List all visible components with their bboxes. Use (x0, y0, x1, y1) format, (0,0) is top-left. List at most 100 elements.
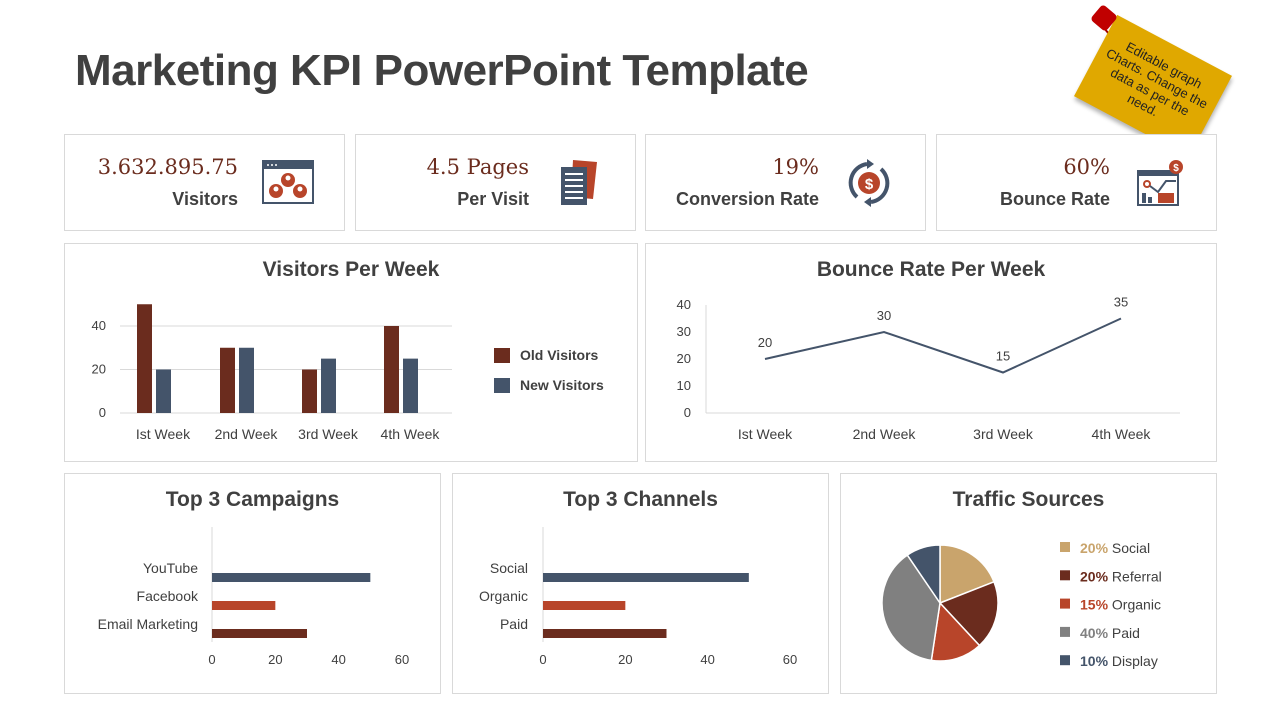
dollar-cycle-icon: $ (848, 159, 890, 207)
x-tick-label: Ist Week (136, 426, 191, 442)
pie-slice-display (906, 544, 941, 606)
x-tick-label: 4th Week (1092, 426, 1152, 442)
x-tick-label: 40 (700, 652, 714, 667)
y-tick-label: Email Marketing (98, 616, 198, 632)
kpi-label: Per Visit (457, 189, 529, 209)
legend-entry: 40% Paid (1080, 625, 1140, 641)
legend-label: Paid (1108, 625, 1140, 641)
bar-new-visitors (321, 358, 336, 413)
kpi-card-bounce: 60% Bounce Rate $ (936, 134, 1217, 231)
y-tick-label: Social (490, 560, 528, 576)
svg-text:$: $ (1173, 163, 1179, 174)
legend-label: Social (1108, 540, 1150, 556)
bar-new-visitors (156, 369, 171, 413)
y-tick-label: 0 (684, 405, 691, 420)
document-pages-icon (561, 160, 597, 205)
y-tick-label: Facebook (137, 588, 199, 604)
top-campaigns-panel: Top 3 Campaigns (64, 473, 441, 694)
x-tick-label: 20 (618, 652, 632, 667)
kpi-card-visitors: 3.632.895.75 Visitors (64, 134, 345, 231)
data-label: 35 (1114, 295, 1128, 310)
legend-entry: 20% Social (1080, 540, 1150, 556)
legend-swatch (1060, 655, 1070, 666)
legend-entry: 10% Display (1080, 653, 1158, 669)
x-tick-label: 20 (268, 652, 282, 667)
legend-percent: 10% (1080, 653, 1109, 669)
y-tick-label: 20 (92, 362, 106, 377)
y-tick-label: 40 (92, 318, 106, 333)
bar-facebook (212, 601, 276, 610)
legend-swatch (494, 348, 510, 363)
y-tick-label: 0 (99, 405, 106, 420)
bar-new-visitors (239, 347, 254, 413)
bar-old-visitors (302, 369, 317, 413)
kpi-label: Bounce Rate (999, 189, 1110, 209)
legend-label: Organic (1108, 597, 1161, 613)
pie-slice-paid (881, 554, 941, 662)
y-tick-label: Paid (500, 616, 528, 632)
visitors-per-week-panel: Visitors Per Week (64, 243, 638, 462)
kpi-card-pages: 4.5 Pages Per Visit (355, 134, 636, 231)
bar-email-marketing (212, 629, 307, 638)
bar-old-visitors (220, 347, 235, 413)
pie-slice-referral (938, 580, 999, 647)
legend-label: Old Visitors (520, 347, 599, 363)
x-tick-label: 60 (395, 652, 409, 667)
legend-swatch (1060, 626, 1070, 637)
y-tick-label: 10 (677, 378, 691, 393)
bar-social (543, 573, 749, 582)
kpi-value: 4.5 Pages (426, 155, 529, 179)
chart-title: Traffic Sources (952, 488, 1105, 511)
y-tick-label: 30 (677, 324, 691, 339)
x-tick-label: 3rd Week (973, 426, 1034, 442)
chart-title: Visitors Per Week (262, 258, 440, 281)
legend-percent: 15% (1080, 597, 1109, 613)
legend-percent: 20% (1080, 540, 1109, 556)
y-tick-label: Organic (479, 588, 528, 604)
chart-title: Bounce Rate Per Week (816, 258, 1046, 281)
x-tick-label: 40 (331, 652, 345, 667)
legend-swatch (1060, 542, 1070, 552)
x-tick-label: 4th Week (381, 426, 441, 442)
bar-organic (543, 601, 626, 610)
legend-label: Display (1108, 653, 1158, 669)
legend-percent: 20% (1080, 568, 1109, 584)
kpi-value: 3.632.895.75 (97, 155, 238, 179)
pie-slice-social (939, 544, 995, 605)
legend-swatch (1060, 570, 1070, 581)
pie-slice-organic (930, 601, 981, 662)
legend-percent: 40% (1080, 625, 1109, 641)
x-tick-label: 2nd Week (215, 426, 279, 442)
chart-title: Top 3 Channels (563, 488, 718, 511)
data-label: 30 (877, 308, 891, 323)
y-tick-label: YouTube (143, 560, 198, 576)
x-tick-label: 0 (208, 652, 215, 667)
x-tick-label: Ist Week (738, 426, 793, 442)
y-tick-label: 20 (677, 351, 691, 366)
bar-new-visitors (403, 358, 418, 413)
legend-swatch (1060, 598, 1070, 609)
x-tick-label: 60 (783, 652, 797, 667)
bounce-rate-panel: Bounce Rate Per Week (645, 243, 1217, 462)
bar-old-visitors (137, 304, 152, 413)
y-tick-label: 40 (677, 297, 691, 312)
analytics-dashboard-icon: $ (1137, 160, 1183, 206)
kpi-label: Visitors (172, 189, 238, 209)
kpi-label: Conversion Rate (675, 189, 819, 209)
legend-swatch (494, 378, 510, 393)
kpi-value: 19% (772, 155, 819, 179)
bar-youtube (212, 573, 371, 582)
x-tick-label: 0 (539, 652, 546, 667)
bounce-rate-line (764, 317, 1122, 374)
kpi-card-conversion: 19% Conversion Rate $ (645, 134, 926, 231)
bar-old-visitors (384, 326, 399, 413)
x-tick-label: 3rd Week (298, 426, 359, 442)
kpi-value: 60% (1063, 155, 1110, 179)
visitors-browser-icon (262, 160, 314, 204)
data-label: 20 (758, 335, 772, 350)
legend-entry: 15% Organic (1080, 597, 1161, 613)
chart-title: Top 3 Campaigns (165, 488, 340, 511)
top-channels-panel: Top 3 Channels (452, 473, 829, 694)
legend-entry: 20% Referral (1080, 568, 1162, 584)
